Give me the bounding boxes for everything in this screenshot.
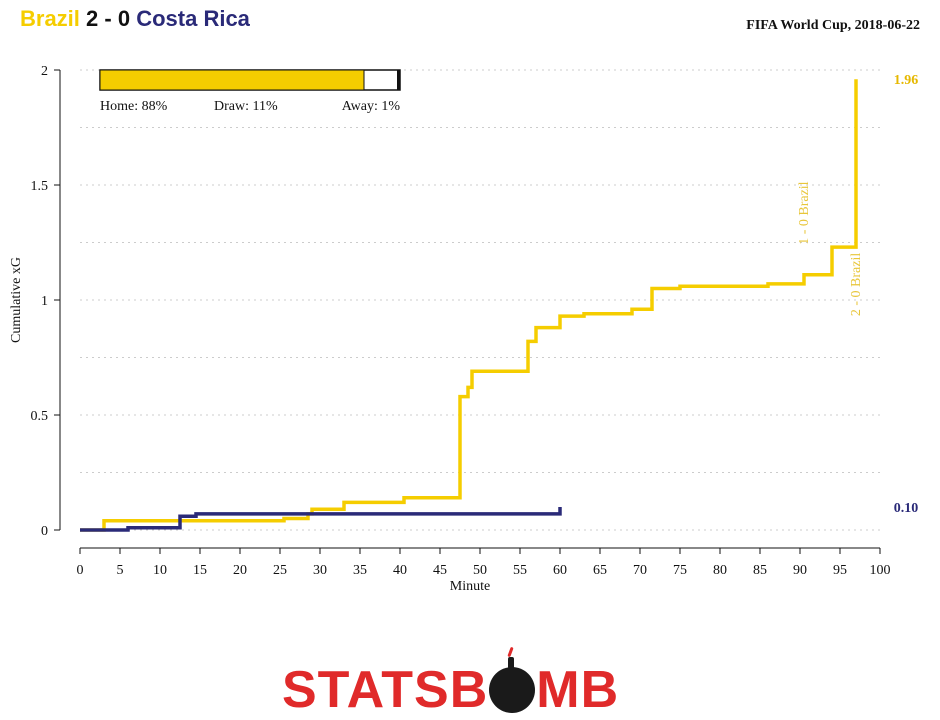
series-end-label: 0.10 — [894, 501, 919, 516]
x-tick-label: 70 — [633, 563, 647, 578]
x-tick-label: 0 — [77, 563, 84, 578]
y-tick-label: 2 — [41, 64, 48, 79]
statsbomb-logo: STATSB MB — [282, 657, 620, 719]
y-tick-label: 1.5 — [31, 179, 49, 194]
win-prob-home-fill — [99, 69, 365, 91]
x-tick-label: 75 — [673, 563, 687, 578]
win-prob-home-label: Home: 88% — [100, 99, 168, 114]
competition-date: FIFA World Cup, 2018-06-22 — [746, 18, 920, 33]
home-team-name: Brazil — [20, 6, 80, 31]
series-layer: 1.96 0.10 — [80, 73, 919, 532]
y-axis-label: Cumulative xG — [9, 257, 24, 343]
x-axis-label: Minute — [450, 579, 490, 594]
bomb-icon — [489, 657, 536, 713]
match-title: Brazil 2 - 0 Costa Rica — [20, 6, 250, 32]
win-prob-away-label: Away: 1% — [342, 99, 401, 114]
x-tick-label: 85 — [753, 563, 767, 578]
logo-text-left: STATSB — [282, 661, 489, 719]
away-team-name: Costa Rica — [136, 6, 250, 31]
x-tick-label: 50 — [473, 563, 487, 578]
goal-annotation: 2 - 0 Brazil — [849, 253, 864, 316]
series-line-costa-rica — [80, 507, 562, 532]
series-end-label: 1.96 — [894, 73, 919, 88]
x-tick-label: 15 — [193, 563, 207, 578]
x-tick-label: 40 — [393, 563, 407, 578]
win-probability-widget: Home: 88% Draw: 11% Away: 1% — [99, 69, 401, 114]
win-prob-away-fill — [397, 70, 400, 90]
x-tick-label: 20 — [233, 563, 247, 578]
x-tick-label: 25 — [273, 563, 287, 578]
x-tick-label: 95 — [833, 563, 847, 578]
x-tick-label: 30 — [313, 563, 327, 578]
x-tick-label: 60 — [553, 563, 567, 578]
x-tick-label: 65 — [593, 563, 607, 578]
grid-layer — [80, 69, 880, 531]
annotation-layer: 1 - 0 Brazil 2 - 0 Brazil — [797, 181, 864, 316]
win-prob-draw-label: Draw: 11% — [214, 99, 278, 114]
x-tick-label: 45 — [433, 563, 447, 578]
x-tick-label: 35 — [353, 563, 367, 578]
axis-layer: 00.511.520 5 10 15 20 25 30 35 40 45 50 55 60 65 70 75 8… — [31, 64, 891, 578]
match-score: 2 - 0 — [86, 6, 131, 31]
series-line-brazil — [80, 79, 858, 532]
x-tick-label: 80 — [713, 563, 727, 578]
y-tick-label: 1 — [41, 294, 48, 309]
logo-text-right: MB — [536, 661, 620, 719]
y-tick-label: 0.5 — [31, 409, 49, 424]
x-tick-label: 5 — [117, 563, 124, 578]
goal-annotation: 1 - 0 Brazil — [797, 181, 812, 244]
x-tick-label: 100 — [870, 563, 891, 578]
y-tick-label: 0 — [41, 524, 48, 539]
x-tick-label: 90 — [793, 563, 807, 578]
x-tick-label: 10 — [153, 563, 167, 578]
x-tick-label: 55 — [513, 563, 527, 578]
